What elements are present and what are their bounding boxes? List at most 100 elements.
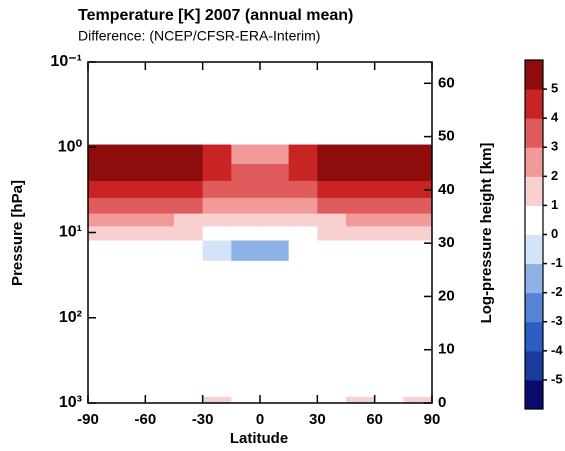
contour-cell bbox=[403, 180, 432, 198]
contour-cell bbox=[231, 197, 261, 214]
contour-cell bbox=[374, 225, 404, 241]
colorbar-segment bbox=[525, 60, 543, 90]
colorbar-segment bbox=[525, 321, 543, 352]
contour-cell bbox=[145, 295, 175, 339]
y-tick-label: 10¹ bbox=[59, 224, 82, 241]
contour-cell bbox=[231, 396, 261, 403]
contour-cell bbox=[403, 163, 432, 181]
x-tick-label: -90 bbox=[77, 411, 99, 428]
contour-cell bbox=[116, 374, 146, 397]
contour-cell bbox=[231, 338, 261, 375]
contour-cell bbox=[116, 260, 146, 296]
contour-cell bbox=[317, 240, 347, 261]
y2-tick-label: 40 bbox=[438, 181, 455, 198]
contour-cell bbox=[116, 163, 146, 181]
contour-cell bbox=[260, 163, 290, 181]
contour-cell bbox=[288, 213, 318, 227]
contour-cell bbox=[374, 144, 404, 164]
contour-cell bbox=[202, 240, 232, 261]
contour-cell bbox=[288, 163, 318, 181]
colorbar-segment bbox=[525, 379, 543, 410]
contour-cell bbox=[202, 180, 232, 198]
contour-cell bbox=[374, 295, 404, 339]
contour-cell bbox=[346, 197, 376, 214]
contour-cell bbox=[288, 225, 318, 241]
contour-cell bbox=[288, 260, 318, 296]
contour-cell bbox=[317, 260, 347, 296]
contour-cell bbox=[403, 225, 432, 241]
contour-cell bbox=[374, 260, 404, 296]
contour-cell bbox=[317, 338, 347, 375]
contour-cell bbox=[317, 213, 347, 227]
contour-cell bbox=[231, 260, 261, 296]
chart-title: Temperature [K] 2007 (annual mean) bbox=[78, 7, 353, 24]
contour-cell bbox=[403, 338, 432, 375]
colorbar-segment bbox=[525, 350, 543, 381]
y2-tick-label: 30 bbox=[438, 234, 455, 251]
contour-cell bbox=[288, 396, 318, 403]
contour-cell bbox=[116, 213, 146, 227]
y2-axis-label: Log-pressure height [km] bbox=[478, 143, 495, 324]
contour-cell bbox=[88, 197, 118, 214]
contour-cell bbox=[346, 240, 376, 261]
colorbar-tick-label: 0 bbox=[551, 226, 558, 241]
contour-cell bbox=[202, 374, 232, 397]
contour-cell bbox=[202, 225, 232, 241]
contour-cell bbox=[317, 197, 347, 214]
contour-cell bbox=[346, 295, 376, 339]
contour-cell bbox=[116, 197, 146, 214]
contour-cell bbox=[88, 338, 118, 375]
contour-cell bbox=[231, 295, 261, 339]
contour-cell bbox=[231, 374, 261, 397]
contour-cell bbox=[231, 163, 261, 181]
contour-cell bbox=[374, 374, 404, 397]
contour-cell bbox=[374, 163, 404, 181]
contour-cell bbox=[374, 338, 404, 375]
contour-cell bbox=[202, 295, 232, 339]
contour-cell bbox=[260, 197, 290, 214]
contour-cell bbox=[346, 144, 376, 164]
contour-cell bbox=[288, 240, 318, 261]
contour-cell bbox=[174, 295, 204, 339]
x-axis-label: Latitude bbox=[230, 430, 288, 447]
contour-cell bbox=[231, 225, 261, 241]
contour-cell bbox=[174, 374, 204, 397]
contour-cell bbox=[145, 197, 175, 214]
contour-field bbox=[88, 144, 432, 403]
contour-cell bbox=[317, 180, 347, 198]
x-tick-label: 30 bbox=[309, 411, 326, 428]
contour-cell bbox=[317, 396, 347, 403]
colorbar-tick-label: -5 bbox=[551, 371, 563, 386]
y-axis-label: Pressure [hPa] bbox=[9, 180, 26, 286]
contour-cell bbox=[88, 163, 118, 181]
contour-cell bbox=[174, 396, 204, 403]
contour-cell bbox=[202, 260, 232, 296]
contour-cell bbox=[116, 295, 146, 339]
colorbar-tick-label: -1 bbox=[551, 255, 563, 270]
contour-cell bbox=[174, 213, 204, 227]
contour-cell bbox=[145, 225, 175, 241]
contour-cell bbox=[88, 225, 118, 241]
contour-cell bbox=[288, 197, 318, 214]
contour-cell bbox=[346, 163, 376, 181]
colorbar-tick-label: -2 bbox=[551, 284, 563, 299]
contour-cell bbox=[374, 240, 404, 261]
contour-cell bbox=[174, 240, 204, 261]
contour-cell bbox=[145, 338, 175, 375]
y2-tick-label: 20 bbox=[438, 287, 455, 304]
x-tick-label: -60 bbox=[134, 411, 156, 428]
contour-cell bbox=[260, 260, 290, 296]
contour-cell bbox=[260, 374, 290, 397]
y-tick-label: 10⁰ bbox=[58, 138, 83, 155]
contour-cell bbox=[317, 295, 347, 339]
contour-cell bbox=[346, 396, 376, 403]
contour-cell bbox=[88, 396, 118, 403]
contour-cell bbox=[288, 180, 318, 198]
colorbar-segment bbox=[525, 176, 543, 206]
contour-cell bbox=[346, 225, 376, 241]
contour-cell bbox=[374, 396, 404, 403]
colorbar-tick-label: 5 bbox=[551, 81, 558, 96]
contour-cell bbox=[231, 240, 261, 261]
colorbar-segment bbox=[525, 292, 543, 323]
